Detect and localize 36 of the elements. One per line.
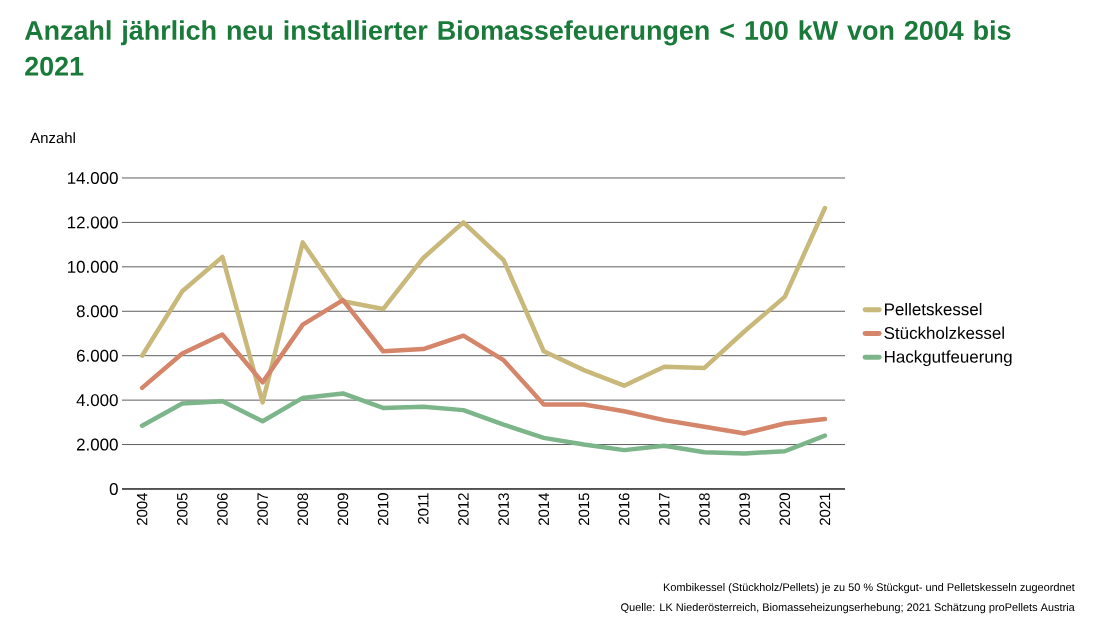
x-tick-label: 2012 bbox=[458, 493, 469, 525]
x-tick-label: 2004 bbox=[136, 492, 148, 525]
x-tick-label: 2006 bbox=[217, 493, 228, 525]
text: Kombikessel (Stückholz/Pellets) je zu 50 % Stückgut- und Pelletskesseln zugeordnet bbox=[663, 583, 1075, 594]
x-tick-label: 2013 bbox=[498, 493, 509, 525]
x-tick-label: 2007 bbox=[257, 493, 268, 525]
x-tick-label: 2019 bbox=[739, 493, 750, 525]
y-tick-label: 10.000 bbox=[67, 260, 118, 273]
legend-label: Pelletskessel bbox=[885, 302, 982, 316]
x-tick-label: 2017 bbox=[658, 493, 670, 525]
x-tick-label: 2018 bbox=[699, 493, 710, 525]
source-note: Quelle: LK Niederösterreich, Biomasseheizungserhebung; 2021 Schätzung proPellets Austria bbox=[621, 603, 1075, 614]
y-tick-label: 14.000 bbox=[67, 171, 118, 184]
x-tick-label: 2008 bbox=[297, 493, 309, 525]
y-tick-label: 12.000 bbox=[67, 216, 118, 229]
y-tick-label: 4.000 bbox=[76, 394, 118, 407]
x-tick-label: 2014 bbox=[538, 492, 550, 525]
x-tick-label: 2005 bbox=[176, 493, 188, 525]
y-axis-title: Anzahl bbox=[30, 132, 75, 144]
x-tick-label: 2020 bbox=[779, 493, 791, 525]
y-tick-label: 0 bbox=[109, 482, 118, 495]
x-tick-label: 2021 bbox=[819, 493, 831, 525]
line-series bbox=[139, 391, 828, 456]
x-tick-label: 2009 bbox=[337, 493, 349, 525]
legend-label: Hackgutfeuerung bbox=[885, 350, 1012, 367]
line-series bbox=[139, 297, 828, 436]
line-series bbox=[139, 205, 828, 405]
y-tick-label: 8.000 bbox=[76, 305, 118, 318]
x-tick-label: 2011 bbox=[417, 493, 429, 524]
legend-label: Stückholzkessel bbox=[884, 326, 1004, 340]
x-tick-label: 2015 bbox=[578, 493, 590, 525]
chart-title: Anzahl jährlich neu installierter Biomassefeuerungen < 100 kW von 2004 bis 2021 bbox=[24, 20, 1011, 76]
x-tick-label: 2010 bbox=[377, 493, 389, 525]
y-tick-label: 6.000 bbox=[76, 349, 118, 362]
x-tick-label: 2016 bbox=[618, 493, 630, 525]
y-tick-label: 2.000 bbox=[76, 438, 118, 451]
